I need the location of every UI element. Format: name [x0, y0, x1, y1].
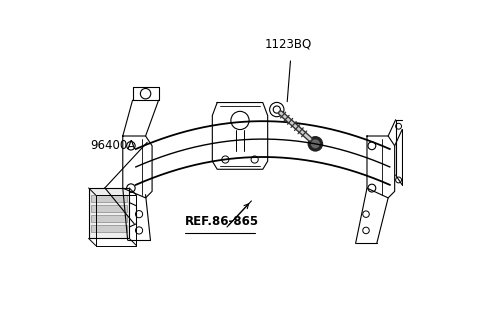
- Text: REF.86-865: REF.86-865: [185, 215, 259, 228]
- Text: 96400A: 96400A: [90, 139, 135, 152]
- Circle shape: [308, 136, 323, 152]
- Polygon shape: [91, 225, 127, 232]
- Polygon shape: [89, 188, 129, 238]
- Polygon shape: [91, 195, 127, 202]
- Polygon shape: [91, 205, 127, 212]
- Circle shape: [311, 139, 320, 148]
- FancyArrowPatch shape: [229, 204, 249, 225]
- Polygon shape: [91, 215, 127, 222]
- Text: 1123BQ: 1123BQ: [264, 38, 312, 51]
